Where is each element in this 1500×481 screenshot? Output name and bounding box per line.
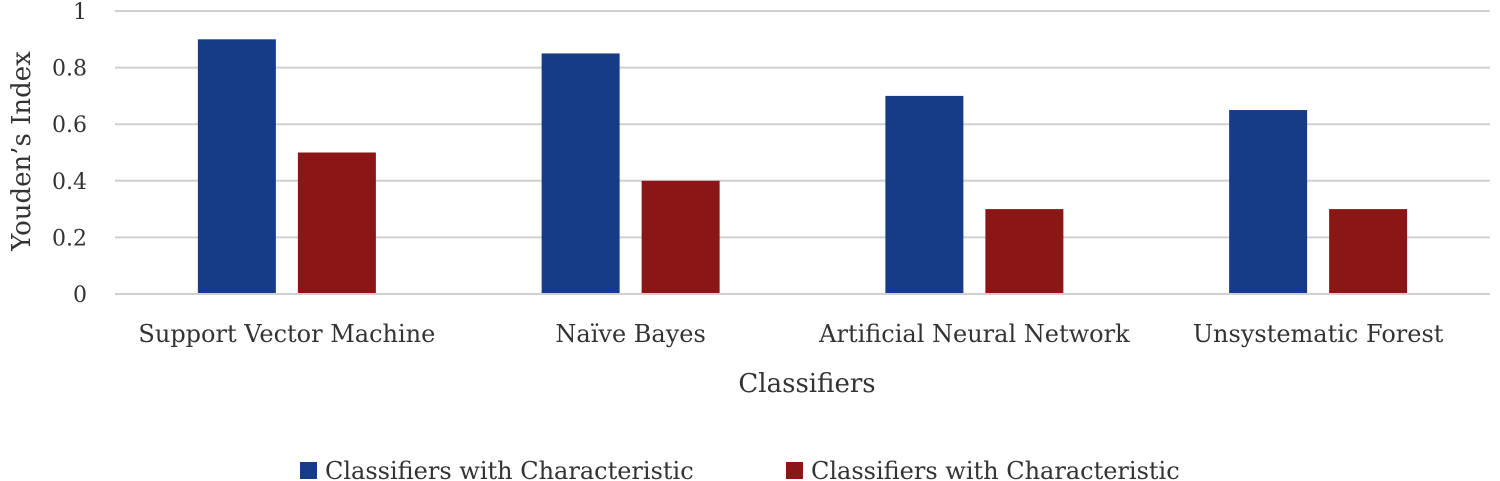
legend-swatch <box>300 462 317 479</box>
legend: Classifiers with Characteristic Classifie… <box>300 457 1180 481</box>
category-label: Naïve Bayes <box>555 320 705 348</box>
bar-series1-4 <box>1229 110 1308 294</box>
category-labels: Support Vector Machine Naïve Bayes Artific… <box>138 320 1443 348</box>
bar-series2-4 <box>1329 209 1408 294</box>
y-tick-label: 1 <box>73 0 87 25</box>
bar-series1-1 <box>197 39 276 294</box>
y-axis-tick-labels: 0 0.2 0.4 0.6 0.8 1 <box>52 0 87 308</box>
legend-label: Classifiers with Characteristic <box>325 457 694 481</box>
x-axis-title: Classifiers <box>738 369 875 399</box>
bar-series2-3 <box>985 209 1064 294</box>
y-tick-label: 0.2 <box>52 226 87 251</box>
y-tick-label: 0 <box>73 283 87 308</box>
y-tick-label: 0.8 <box>52 57 87 82</box>
legend-swatch <box>786 462 803 479</box>
category-label: Unsystematic Forest <box>1193 320 1444 348</box>
category-label: Artificial Neural Network <box>818 320 1130 348</box>
legend-label: Classifiers with Characteristic <box>811 457 1180 481</box>
y-tick-label: 0.6 <box>52 113 87 138</box>
bars <box>197 39 1408 295</box>
bar-series2-1 <box>297 152 376 294</box>
bar-series2-2 <box>641 180 720 294</box>
bar-series1-3 <box>885 95 964 295</box>
y-tick-label: 0.4 <box>52 170 87 195</box>
y-axis-title: Youden’s Index <box>7 51 37 252</box>
bar-series1-2 <box>541 53 620 295</box>
category-label: Support Vector Machine <box>138 320 435 348</box>
